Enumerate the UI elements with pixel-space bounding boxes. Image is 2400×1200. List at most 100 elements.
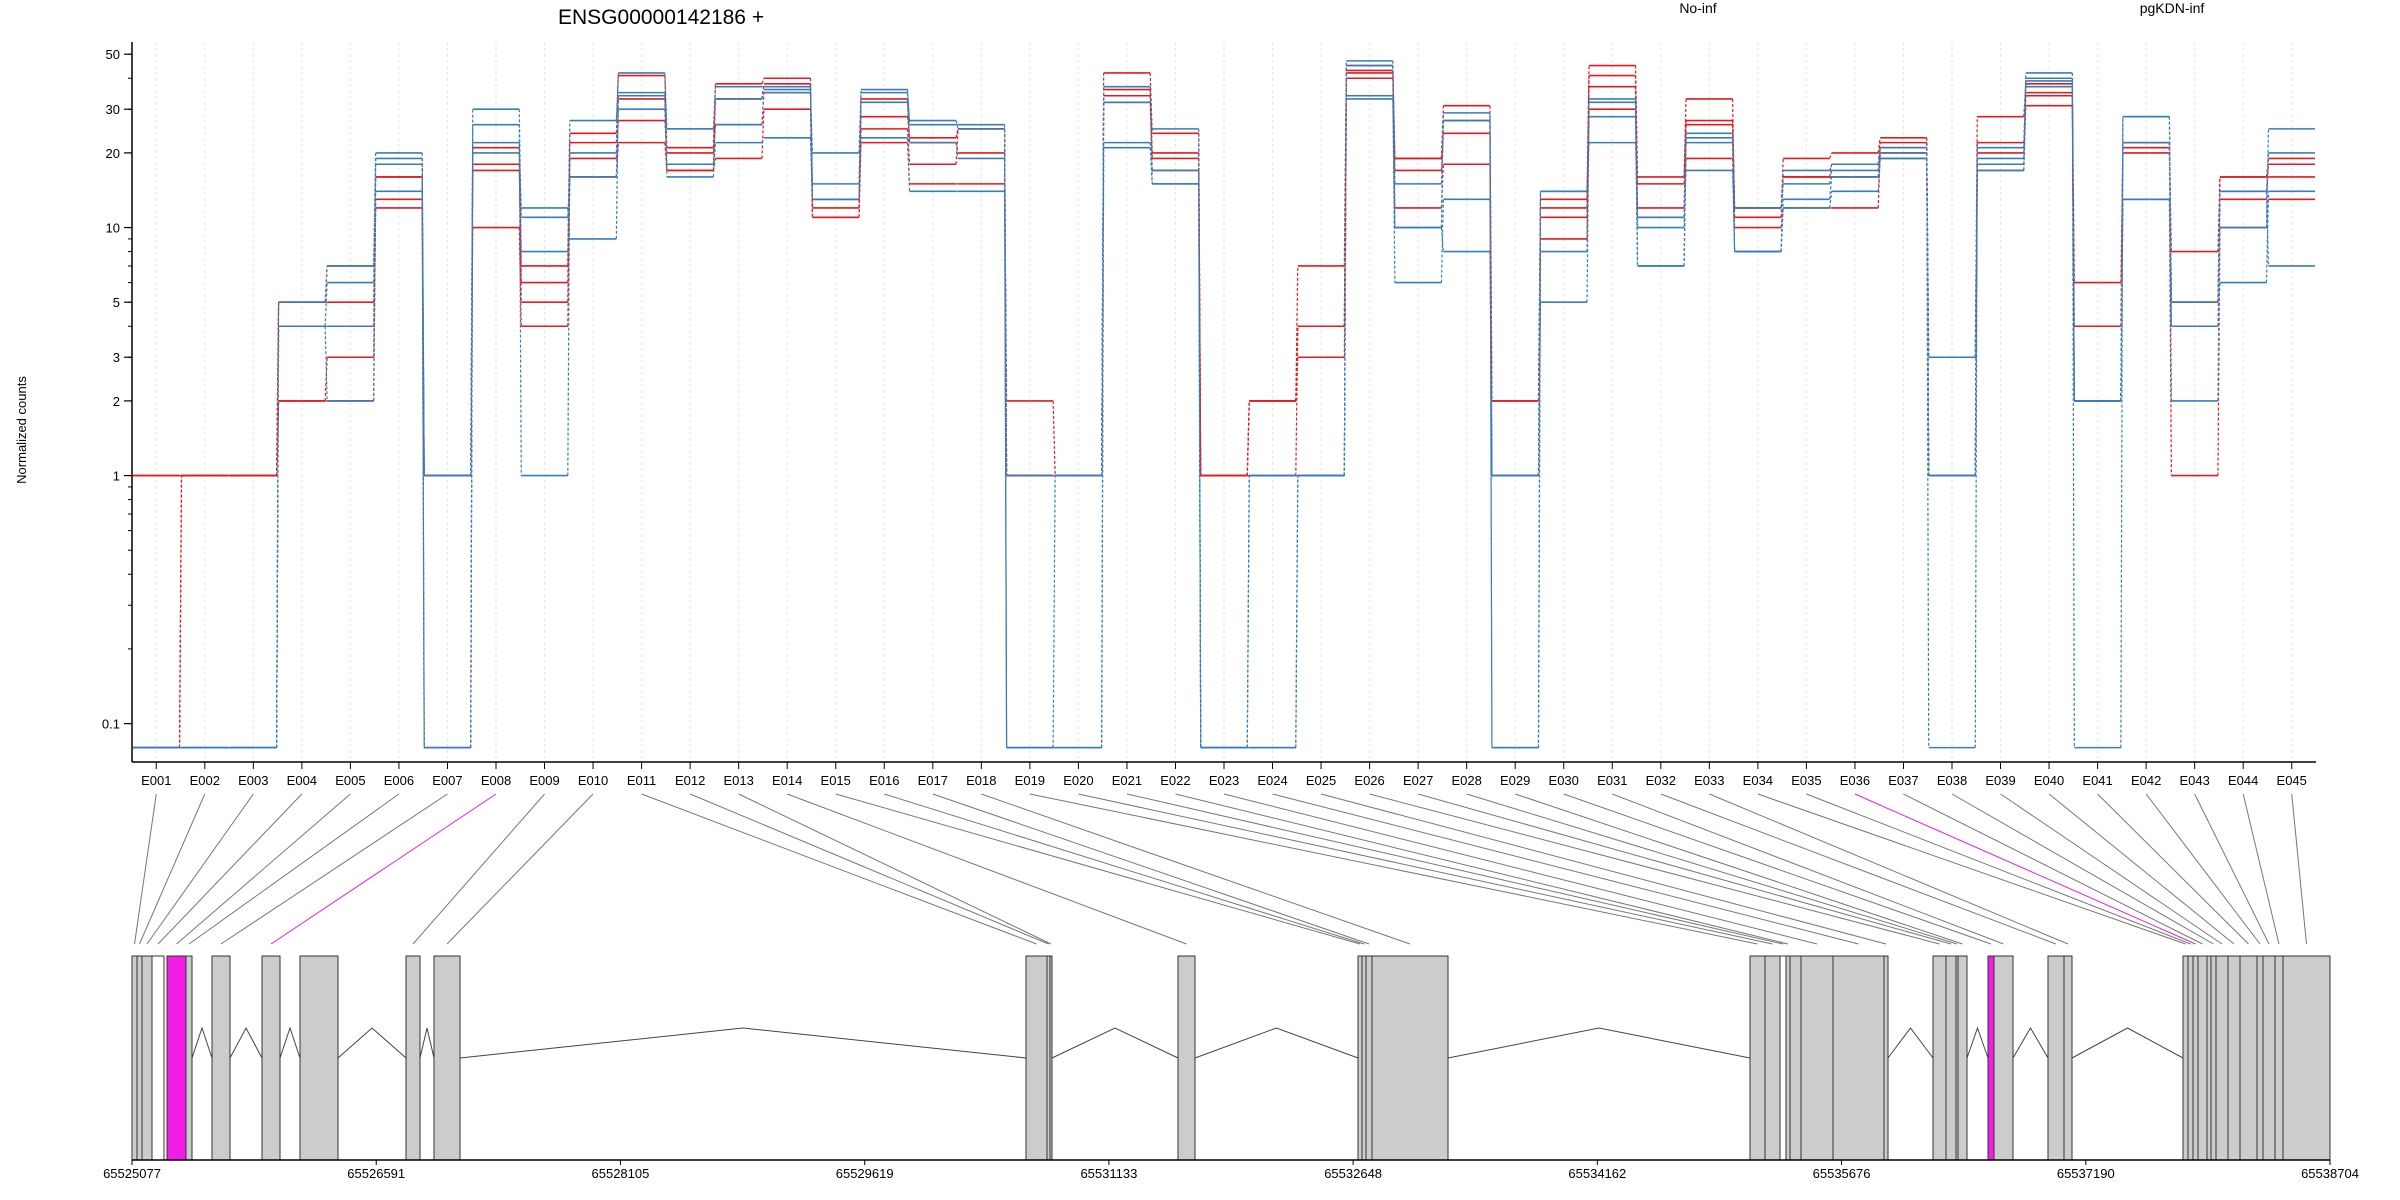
x-tick-label: E006 xyxy=(384,773,414,788)
exon-block xyxy=(405,955,421,1161)
data-connector xyxy=(1683,170,1687,218)
y-axis-label: Normalized counts xyxy=(14,376,29,484)
exon-connector xyxy=(1466,793,1958,945)
exon-block xyxy=(1987,955,1995,1161)
x-tick-label: E044 xyxy=(2228,773,2258,788)
exon-block xyxy=(299,955,339,1161)
data-connector xyxy=(1149,147,1153,184)
data-connector xyxy=(2265,128,2270,228)
x-tick-label: E027 xyxy=(1403,773,1433,788)
exon-block xyxy=(1932,955,1947,1161)
x-tick-label: E008 xyxy=(481,773,511,788)
data-connector xyxy=(1877,137,1881,153)
coordinate-tick-label: 65535676 xyxy=(1813,1166,1871,1181)
data-connector xyxy=(1877,158,1881,192)
x-tick-label: E045 xyxy=(2277,773,2307,788)
exon-connector xyxy=(1660,793,2057,945)
data-connector xyxy=(1829,170,1833,184)
data-connector xyxy=(1440,120,1444,184)
intron-line xyxy=(459,1027,1027,1059)
x-tick-label: E021 xyxy=(1112,773,1142,788)
exon-connector xyxy=(1854,793,2196,945)
data-connector xyxy=(2217,282,2221,327)
x-tick-label: E017 xyxy=(918,773,948,788)
exon-block xyxy=(1800,955,1834,1161)
exon-connector xyxy=(1175,793,1789,945)
data-connector xyxy=(809,86,814,184)
data-connector xyxy=(712,86,716,129)
exon-connector-lines xyxy=(134,793,2307,945)
data-connector xyxy=(1440,227,1444,252)
exon-connector xyxy=(134,793,157,945)
exon-connector xyxy=(1515,793,1963,945)
exon-block xyxy=(2047,955,2065,1161)
data-connector xyxy=(1295,265,1299,401)
data-connector xyxy=(276,302,280,476)
data-connector xyxy=(906,89,911,125)
data-connector xyxy=(1732,137,1736,252)
intron-line xyxy=(1966,1026,1989,1059)
data-connector xyxy=(1829,176,1833,200)
data-connector xyxy=(955,128,959,165)
data-connector xyxy=(1634,98,1639,228)
data-connector xyxy=(1780,207,1784,252)
x-tick-label: E031 xyxy=(1597,773,1627,788)
exon-connector xyxy=(2242,793,2280,945)
exon-connector xyxy=(2194,793,2270,945)
data-connector xyxy=(1246,400,1250,476)
data-connector xyxy=(1926,152,1930,748)
intron-line xyxy=(2071,1027,2184,1059)
exon-connector xyxy=(176,793,351,945)
x-tick-label: E010 xyxy=(578,773,608,788)
data-connector xyxy=(324,282,328,327)
data-connector xyxy=(1489,251,1493,476)
coordinate-tick-label: 65538704 xyxy=(2301,1166,2359,1181)
data-connector xyxy=(712,83,716,148)
data-connector xyxy=(615,95,619,239)
exon-block xyxy=(2187,955,2194,1161)
exon-block xyxy=(1779,955,1787,1161)
exon-block xyxy=(2206,955,2212,1161)
exon-connector xyxy=(981,793,1411,945)
data-connector xyxy=(567,207,571,239)
exon-connector xyxy=(1223,793,1818,945)
data-connector xyxy=(1877,152,1881,171)
y-tick-label: 0.1 xyxy=(102,717,120,732)
data-connector xyxy=(955,120,959,130)
exon-connector xyxy=(1417,793,1952,945)
data-connector xyxy=(712,142,716,177)
y-axis: 0.1 1 2 3 5 10 20 30 50 xyxy=(102,42,133,762)
exon-block xyxy=(1785,955,1791,1161)
x-tick-label: E039 xyxy=(1985,773,2015,788)
data-connector xyxy=(1489,120,1493,748)
data-connector xyxy=(1149,102,1153,129)
x-tick-label: E035 xyxy=(1791,773,1821,788)
exon-block xyxy=(1371,955,1449,1161)
coordinate-tick-label: 65525077 xyxy=(103,1166,161,1181)
exon-connector xyxy=(2145,793,2261,945)
x-tick-label: E020 xyxy=(1063,773,1093,788)
x-tick-label: E016 xyxy=(869,773,899,788)
data-connector xyxy=(1003,158,1008,748)
exon-block xyxy=(1957,955,1968,1161)
exon-connector xyxy=(188,793,400,945)
exon-block xyxy=(2239,955,2258,1161)
x-tick-label: E012 xyxy=(675,773,705,788)
x-tick-label: E029 xyxy=(1500,773,1530,788)
data-connector xyxy=(2071,83,2075,283)
coordinate-tick-label: 65534162 xyxy=(1568,1166,1626,1181)
data-connector xyxy=(664,95,668,177)
x-tick-label: E038 xyxy=(1937,773,1967,788)
exon-connector xyxy=(641,793,1037,945)
series-pgkdn-inf-7 xyxy=(133,85,2315,749)
data-connector xyxy=(1198,183,1202,748)
x-tick-label: E005 xyxy=(335,773,365,788)
data-connector xyxy=(276,326,280,748)
data-connector xyxy=(1537,191,1542,476)
x-tick-label: E028 xyxy=(1451,773,1481,788)
intron-line xyxy=(229,1026,263,1059)
x-tick-label: E011 xyxy=(627,773,656,788)
intron-line xyxy=(1447,1027,1751,1059)
exon-connector xyxy=(1709,793,2069,945)
vertical-gridlines xyxy=(155,42,2293,762)
